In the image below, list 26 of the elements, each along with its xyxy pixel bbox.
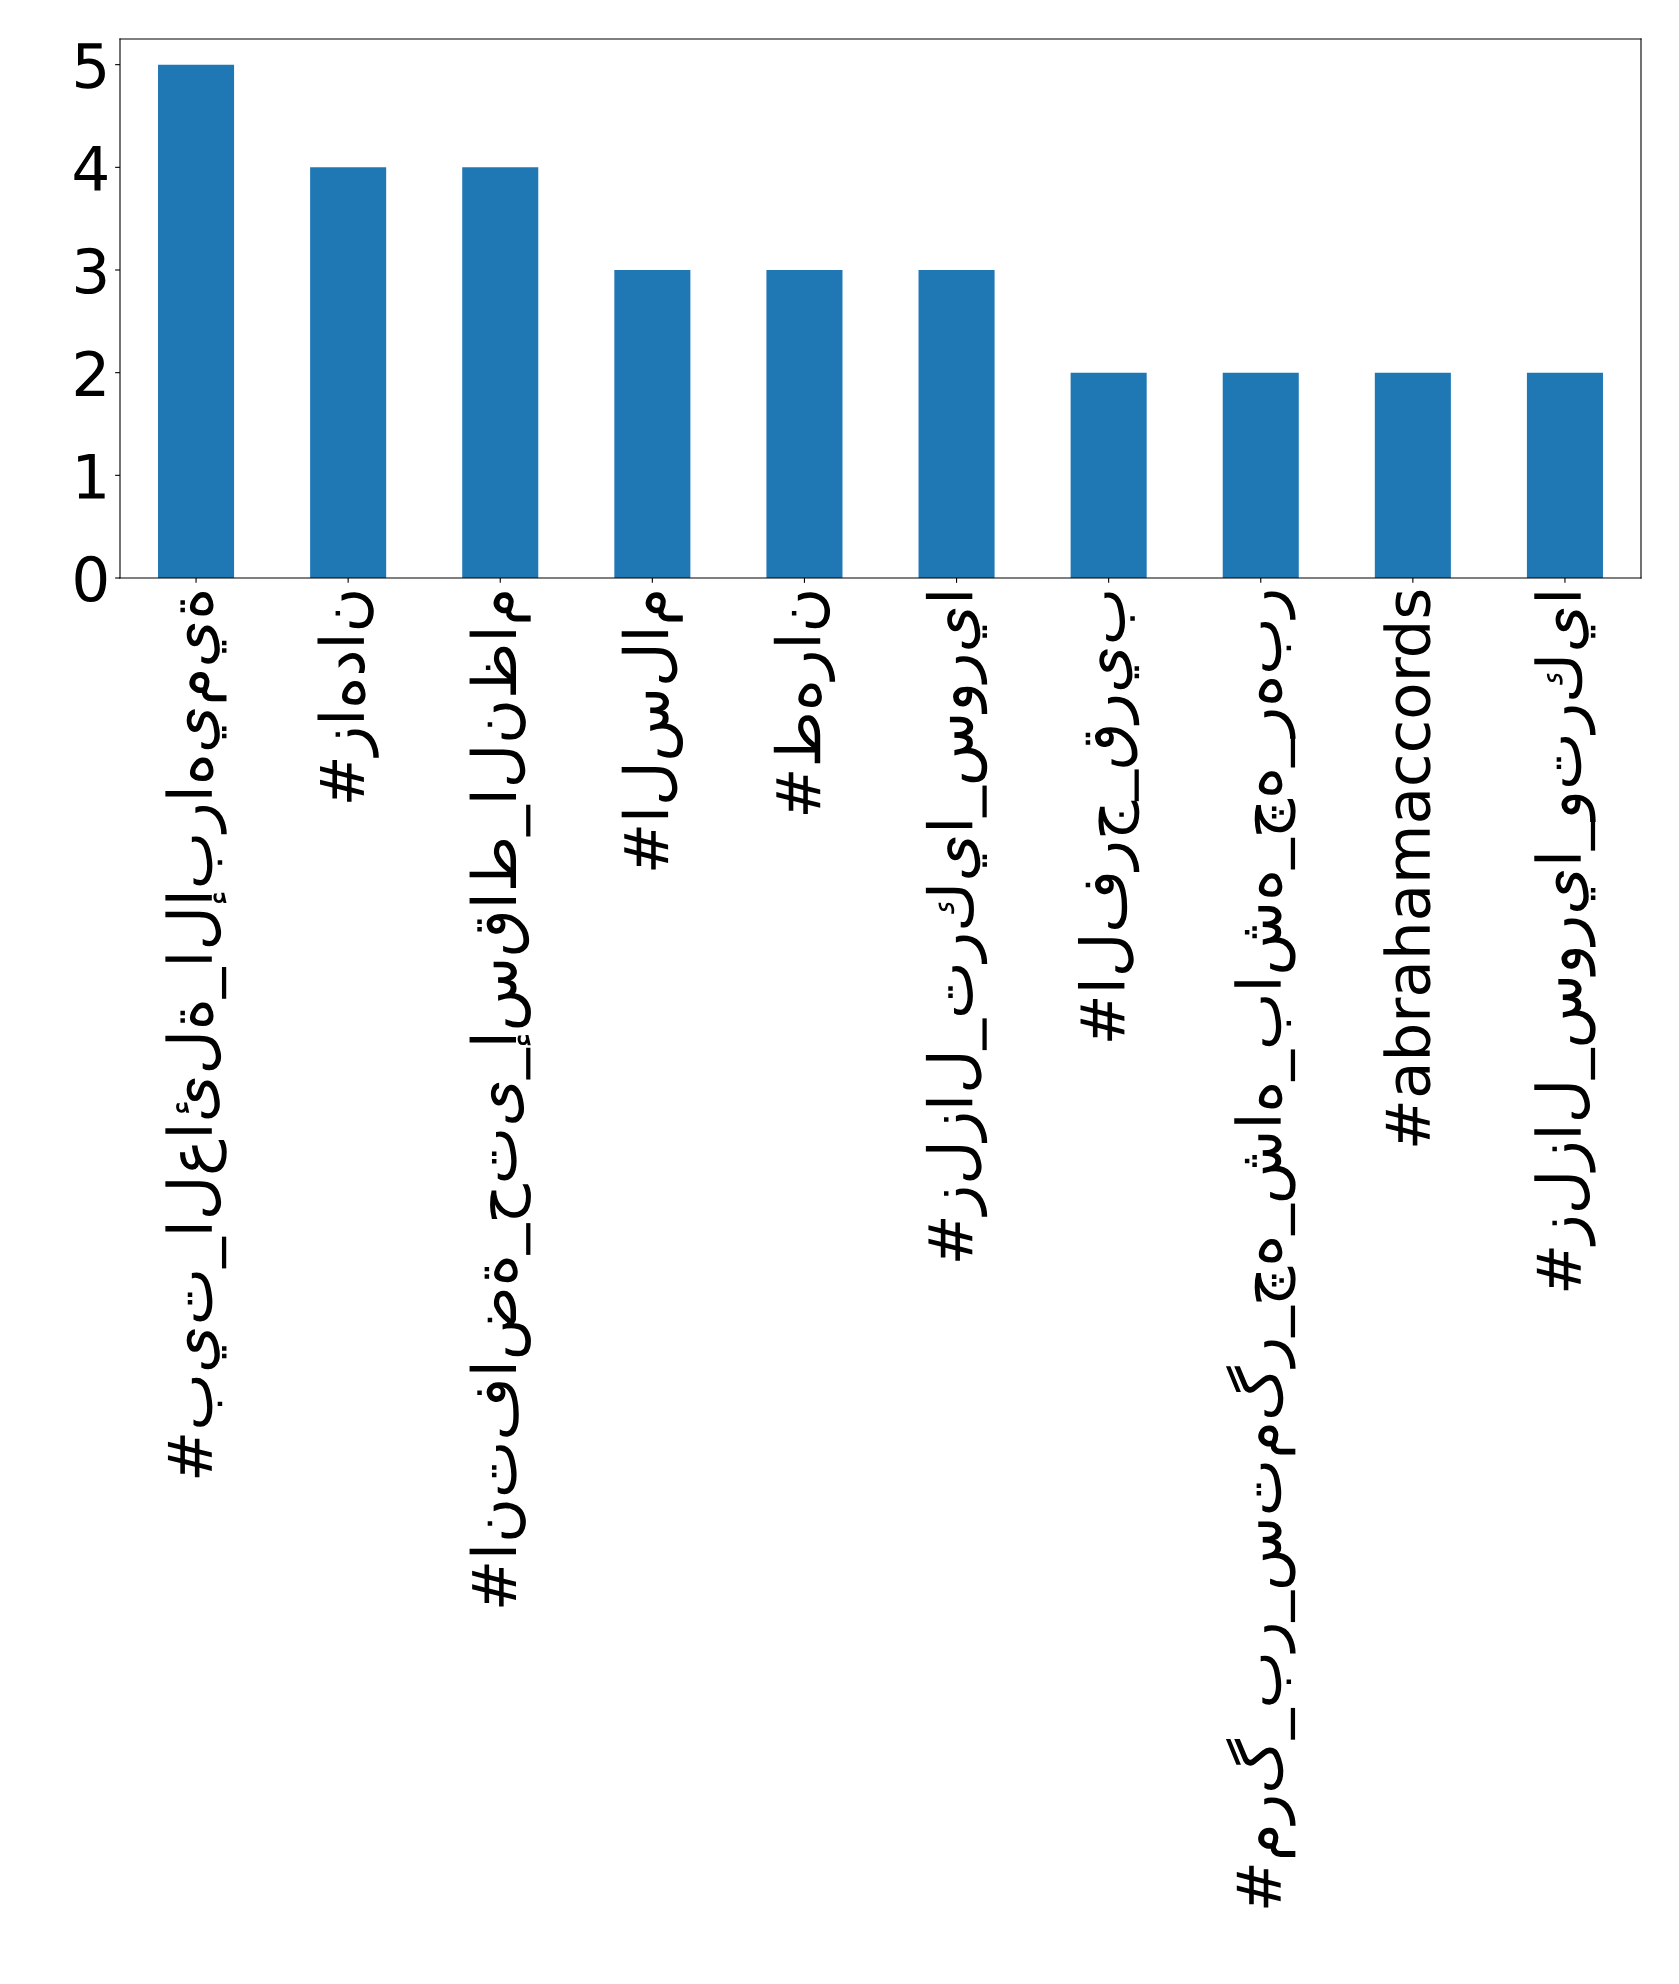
x-tick-label: #انتفاضة_حتى_إسقاط_النظام	[469, 592, 531, 1607]
x-tick-label: #زاهدان	[317, 592, 379, 802]
x-tick-label: #السلام	[621, 592, 684, 870]
bar	[614, 270, 691, 578]
bar	[918, 270, 995, 578]
x-tick-label: #abrahamaccords	[1383, 590, 1431, 1146]
y-tick-label: 3	[76, 247, 106, 295]
y-tick-label: 5	[76, 43, 105, 89]
x-tick-label: #طهران	[773, 592, 836, 815]
y-tick-label: 4	[74, 146, 107, 191]
x-tick-label: #الفرج_قريب	[1077, 592, 1140, 1041]
bar	[1222, 372, 1299, 578]
y-tick-label: 0	[75, 555, 107, 603]
x-tick-label: #مرگ_بر_ستمگر_چه_شاه_باشه_چه_رهبر	[1225, 591, 1296, 1908]
bar	[766, 270, 843, 578]
bar	[462, 167, 539, 578]
bar	[310, 167, 387, 578]
y-tick-label: 2	[75, 350, 105, 396]
bar	[1374, 372, 1451, 578]
x-tick-label: #زلزال_تركيا_سوريا	[925, 593, 988, 1261]
y-tick-label: 1	[78, 454, 105, 499]
bar	[1070, 372, 1147, 578]
bar	[1526, 372, 1603, 578]
x-tick-label: #زلزال_سوريا_وتركيا	[1534, 593, 1596, 1291]
x-tick-label: #بيت_العائلة_الإبراهيمية	[165, 592, 227, 1478]
bar	[158, 64, 235, 578]
